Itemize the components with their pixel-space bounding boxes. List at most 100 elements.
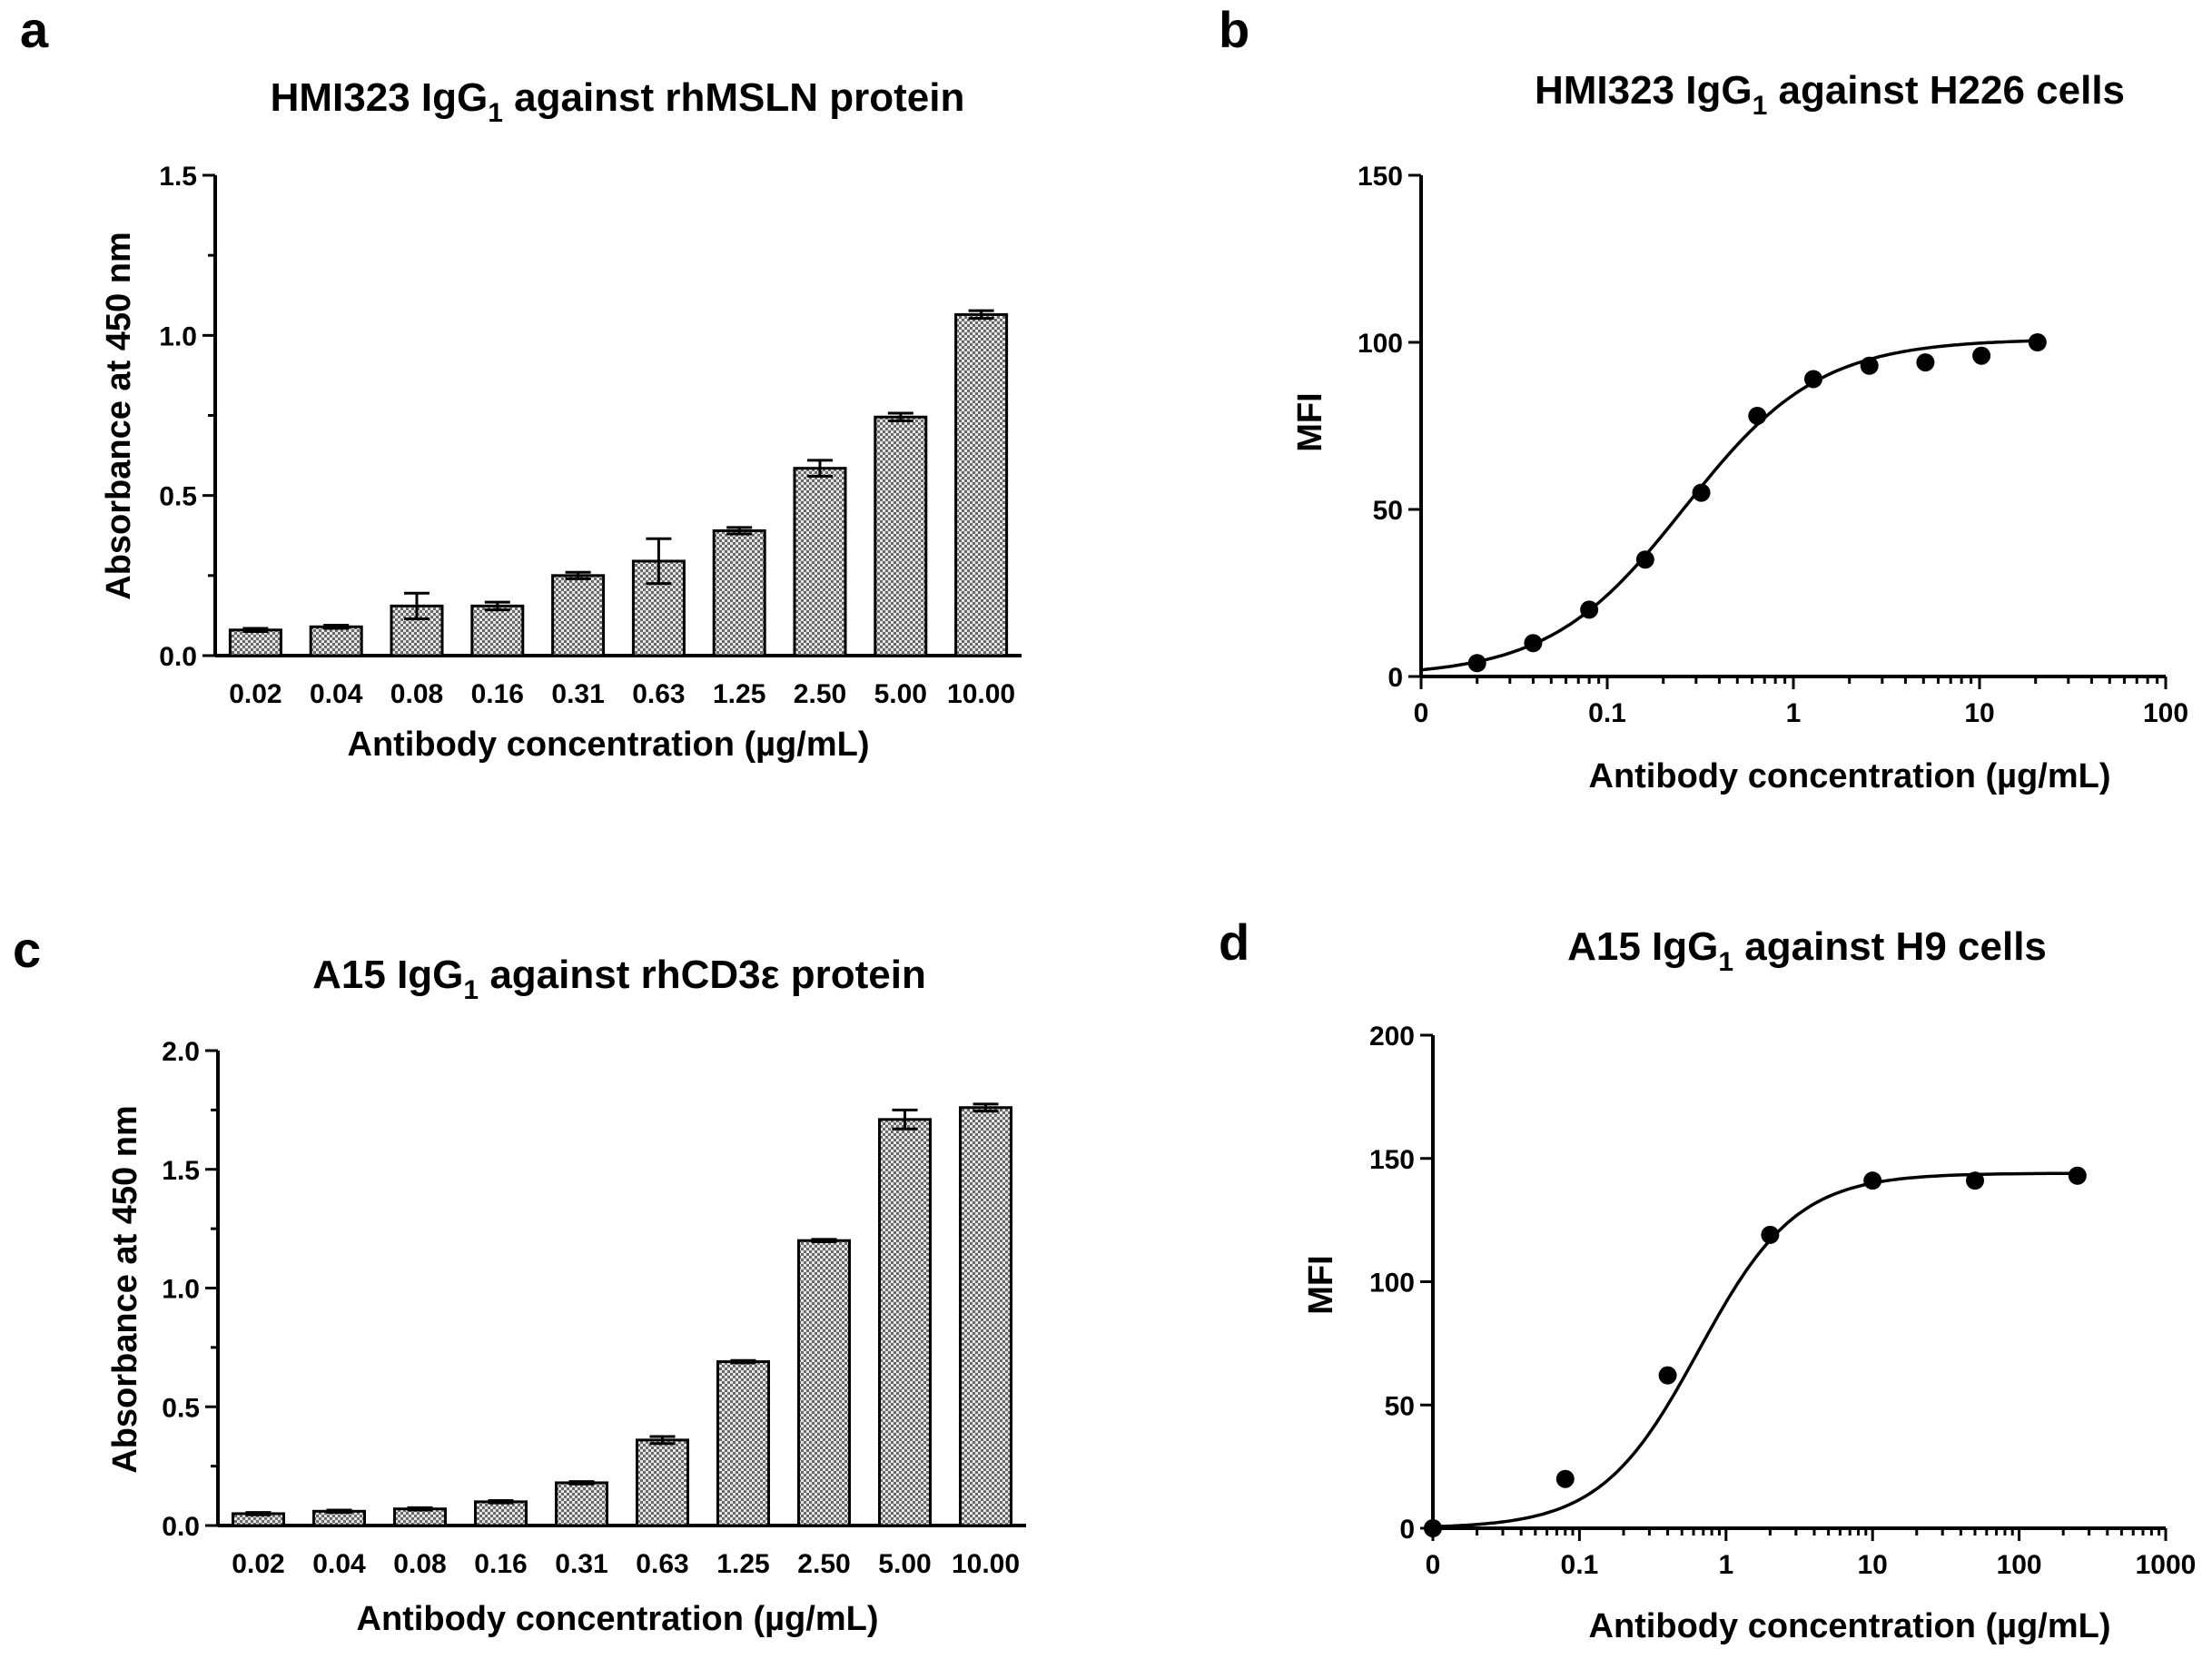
y-tick-label: 100 — [1358, 329, 1403, 359]
bar — [878, 1118, 932, 1527]
bar — [555, 1481, 608, 1527]
fit-curve — [1420, 339, 2042, 672]
x-tick-label: 1000 — [2136, 1550, 2197, 1580]
panel-d: d A15 IgG1 against H9 cells MFI Antibody… — [1219, 913, 2196, 1645]
bar — [954, 312, 1009, 657]
x-tick-label: 0.08 — [390, 679, 443, 709]
data-point — [1863, 1171, 1882, 1190]
x-tick-label: 1.25 — [713, 679, 765, 709]
data-point — [2028, 333, 2047, 351]
bar — [797, 1239, 851, 1527]
panel-letter-b: b — [1219, 1, 1249, 58]
y-axis-label-d: MFI — [1302, 1255, 1340, 1314]
data-point — [1972, 346, 1991, 365]
plot-area-b: 0 50 100 150 0 0.1 1 10 100 — [1358, 162, 2188, 728]
y-tick-label: 0.5 — [159, 482, 197, 512]
data-point — [1635, 550, 1654, 569]
x-tick-label: 0.16 — [471, 679, 524, 709]
plot-area-d: 0 50 100 150 200 0 0.1 1 10 100 1000 — [1369, 1022, 2196, 1580]
x-tick-label: 100 — [2143, 698, 2188, 728]
y-tick-label: 50 — [1385, 1391, 1415, 1421]
x-tick-label: 1.25 — [716, 1549, 769, 1579]
y-tick-label: 1.0 — [162, 1275, 200, 1305]
panel-letter-c: c — [13, 921, 41, 978]
data-point — [1860, 356, 1879, 375]
x-tick-label: 10.00 — [952, 1549, 1020, 1579]
data-point — [1524, 634, 1543, 653]
chart-title-b: HMI323 IgG1 against H226 cells — [1535, 68, 2125, 121]
x-tick-label: 10 — [1964, 698, 1994, 728]
panel-a: a HMI323 IgG1 against rhMSLN protein Abs… — [20, 1, 1022, 764]
x-tick-label: 0.63 — [632, 679, 685, 709]
bar — [716, 1360, 770, 1527]
plot-area-c: 0.0 0.5 1.0 1.5 2.0 0.02 0.04 0.08 0.16 0.31 0.63 1… — [162, 1037, 1026, 1579]
bar — [228, 628, 282, 657]
y-tick-label: 0 — [1399, 1515, 1415, 1545]
y-tick-label: 0.0 — [159, 642, 197, 672]
x-tick-label: 0.04 — [310, 679, 363, 709]
x-axis-label-b: Antibody concentration (µg/mL) — [1589, 757, 2111, 795]
y-tick-label: 0.0 — [162, 1512, 200, 1542]
panel-letter-a: a — [20, 1, 49, 58]
bar — [959, 1106, 1012, 1527]
y-axis-label-c: Absorbance at 450 nm — [106, 1105, 144, 1473]
x-tick-label: 10 — [1858, 1550, 1888, 1580]
x-tick-label: 2.50 — [797, 1549, 850, 1579]
y-tick-label: 150 — [1358, 162, 1403, 192]
x-tick-label: 0.1 — [1588, 698, 1626, 728]
bar — [474, 1500, 528, 1527]
data-point — [1658, 1366, 1677, 1385]
x-tick-label: 10.00 — [947, 679, 1015, 709]
y-tick-label: 0.5 — [162, 1393, 200, 1423]
panel-letter-d: d — [1219, 913, 1249, 971]
y-tick-label: 1.0 — [159, 321, 197, 351]
x-axis-label-d: Antibody concentration (µg/mL) — [1589, 1607, 2111, 1645]
bar — [636, 1438, 689, 1527]
y-axis-label-b: MFI — [1291, 392, 1329, 451]
data-point — [1467, 654, 1486, 673]
panel-c: c A15 IgG1 against rhCD3ε protein Absorb… — [13, 921, 1026, 1638]
y-tick-label: 1.5 — [159, 162, 197, 192]
data-point — [1761, 1225, 1780, 1244]
bar — [309, 625, 363, 657]
x-tick-label: 0 — [1414, 698, 1429, 728]
y-axis-label-a: Absorbance at 450 nm — [100, 232, 138, 599]
x-tick-label: 0.04 — [312, 1549, 366, 1579]
panel-b: b HMI323 IgG1 against H226 cells MFI Ant… — [1219, 1, 2188, 795]
x-tick-label: 5.00 — [874, 679, 927, 709]
y-tick-label: 2.0 — [162, 1037, 200, 1067]
x-tick-label: 0.63 — [636, 1549, 688, 1579]
x-tick-label: 100 — [1997, 1550, 2042, 1580]
x-axis-label-a: Antibody concentration (µg/mL) — [348, 726, 870, 764]
x-tick-label: 0.02 — [229, 679, 281, 709]
data-point — [1916, 353, 1935, 372]
data-point — [1555, 1469, 1575, 1488]
x-tick-label: 5.00 — [878, 1549, 931, 1579]
data-point — [1424, 1519, 1442, 1537]
y-tick-label: 150 — [1369, 1145, 1415, 1175]
chart-title-a: HMI323 IgG1 against rhMSLN protein — [271, 75, 965, 128]
x-tick-label: 0.08 — [393, 1549, 446, 1579]
chart-title-c: A15 IgG1 against rhCD3ε protein — [312, 953, 926, 1005]
x-tick-label: 0.1 — [1561, 1550, 1599, 1580]
x-tick-label: 0.31 — [551, 679, 604, 709]
data-point — [1692, 483, 1711, 502]
data-point — [1966, 1171, 1985, 1190]
bar — [470, 604, 525, 657]
bar — [793, 467, 847, 657]
x-axis-label-c: Antibody concentration (µg/mL) — [357, 1600, 879, 1638]
bar — [551, 574, 606, 657]
x-tick-label: 0.31 — [555, 1549, 607, 1579]
x-tick-label: 0.02 — [232, 1549, 284, 1579]
x-tick-label: 0 — [1426, 1550, 1441, 1580]
bar — [712, 528, 766, 657]
y-tick-label: 1.5 — [162, 1156, 200, 1186]
data-point — [2068, 1166, 2087, 1185]
x-tick-label: 1 — [1718, 1550, 1733, 1580]
fit-curve — [1432, 1171, 2081, 1529]
plot-area-a: 0.0 0.5 1.0 1.5 0.02 0.04 0.08 0.16 0.31 0.63 1.25… — [159, 162, 1022, 709]
y-tick-label: 50 — [1373, 496, 1403, 526]
data-point — [1580, 600, 1599, 619]
bar — [874, 415, 928, 657]
